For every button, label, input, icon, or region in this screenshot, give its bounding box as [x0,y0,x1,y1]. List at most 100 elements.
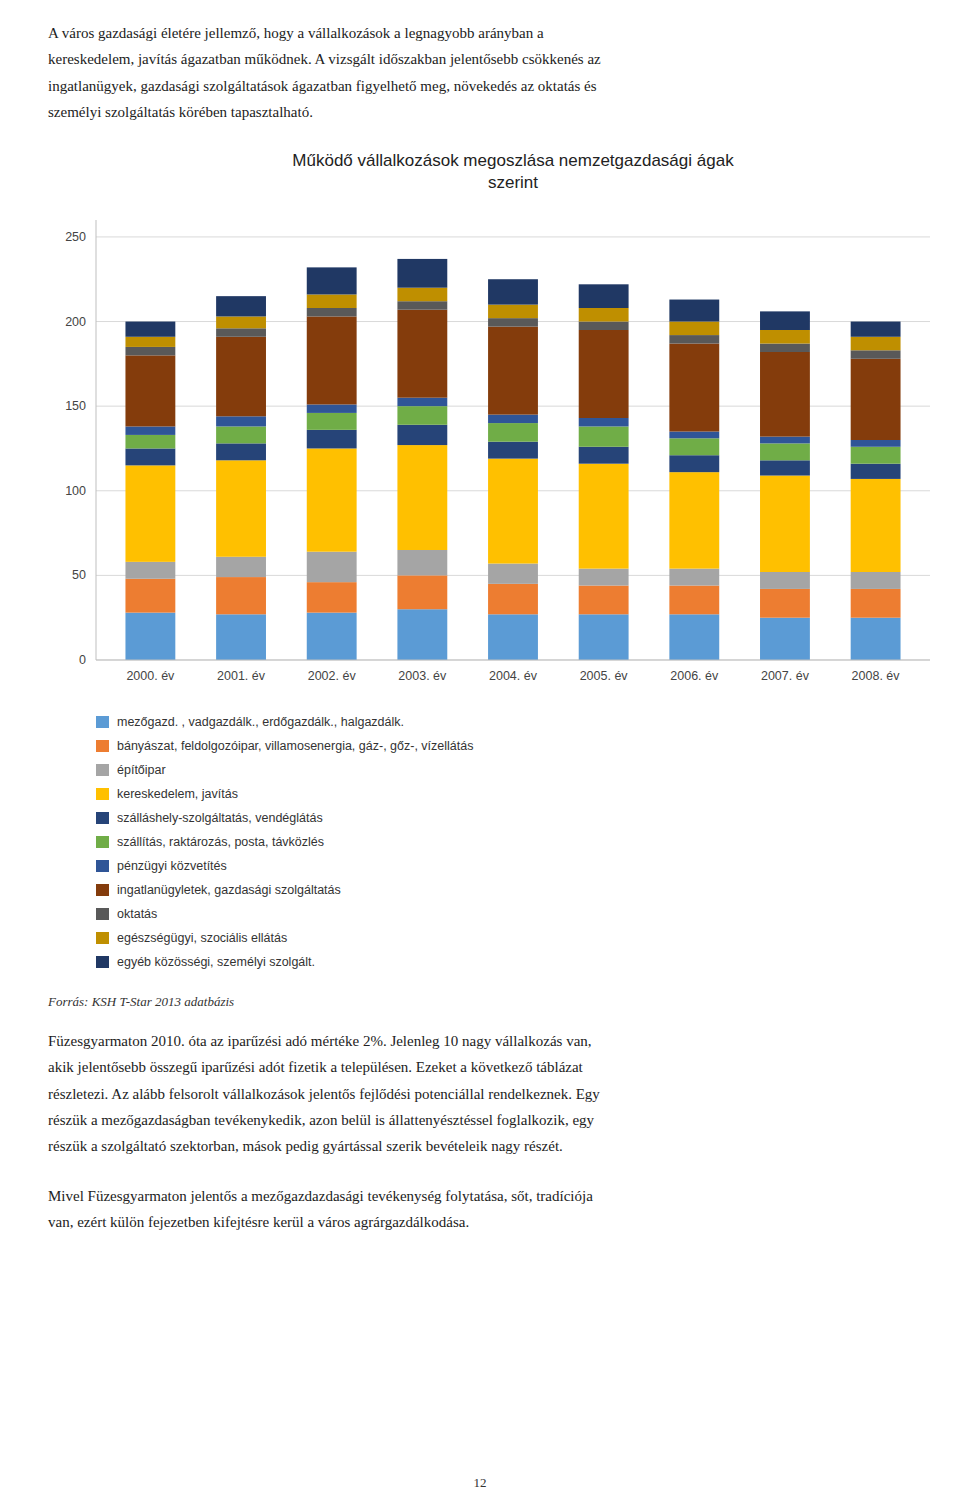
grid-line [96,660,930,661]
bar-segment [216,337,266,417]
bar-segment [216,328,266,336]
legend: mezőgazd. , vadgazdálk., erdőgazdálk., h… [96,710,916,974]
bar-segment [488,415,538,423]
bar-segment [669,586,719,615]
bar-segment [851,447,901,464]
bar-segment [488,318,538,326]
legend-item: kereskedelem, javítás [96,782,916,806]
bar-segment [216,460,266,556]
bar-segment [397,288,447,302]
y-axis-line [96,220,97,660]
bar-segment [851,337,901,351]
legend-item: pénzügyi közvetítés [96,854,916,878]
y-tick-label: 100 [65,484,86,498]
bar-segment [488,614,538,660]
bar-segment [397,406,447,425]
paragraph: A város gazdasági életére jellemző, hogy… [48,20,912,125]
bar-segment [307,552,357,582]
legend-swatch [96,884,109,896]
bar-segment [851,479,901,572]
bar-segment [579,464,629,569]
bar-segment [307,404,357,412]
bar-segment [216,443,266,460]
legend-label: szállítás, raktározás, posta, távközlés [117,835,324,849]
y-tick-label: 50 [72,568,86,582]
page: A város gazdasági életére jellemző, hogy… [0,0,960,1509]
legend-swatch [96,812,109,824]
legend-item: egészségügyi, szociális ellátás [96,926,916,950]
chart: Működő vállalkozások megoszlása nemzetga… [0,140,960,700]
legend-label: kereskedelem, javítás [117,787,238,801]
bar-segment [488,442,538,459]
legend-label: bányászat, feldolgozóipar, villamosenerg… [117,739,473,753]
bar-segment [397,425,447,445]
bar-segment [488,327,538,415]
bar-segment [488,459,538,564]
bars [125,259,900,660]
bar-segment [216,416,266,426]
bar-segment [669,344,719,432]
x-tick-label: 2000. év [126,669,175,683]
x-tick-label: 2002. év [308,669,357,683]
bar-segment [851,618,901,660]
y-tick-label: 150 [65,399,86,413]
bar-segment [125,579,175,613]
bar-segment [669,300,719,322]
bar-segment [397,310,447,398]
bar-segment [125,426,175,434]
paragraph: Füzesgyarmaton 2010. óta az iparűzési ad… [48,1028,912,1159]
legend-item: oktatás [96,902,916,926]
bar-segment [397,301,447,309]
legend-item: szálláshely-szolgáltatás, vendéglátás [96,806,916,830]
bar-segment [579,418,629,426]
bar-segment [851,350,901,358]
bar-segment [216,316,266,328]
legend-item: ingatlanügyletek, gazdasági szolgáltatás [96,878,916,902]
bar-segment [760,330,810,344]
bar-segment [669,335,719,343]
legend-item: bányászat, feldolgozóipar, villamosenerg… [96,734,916,758]
legend-swatch [96,956,109,968]
bar-segment [125,435,175,449]
bar-segment [397,259,447,288]
bar-segment [397,575,447,609]
bar-segment [669,614,719,660]
bar-segment [579,426,629,446]
bar-segment [125,337,175,347]
bar-segment [397,609,447,660]
bar-segment [307,613,357,660]
grid-line [96,236,930,237]
title-line: Működő vállalkozások megoszlása nemzetga… [292,151,734,170]
bar-segment [488,584,538,614]
bar-segment [760,311,810,330]
x-tick-label: 2003. év [398,669,447,683]
page-number: 12 [0,1475,960,1491]
bar-segment [669,438,719,455]
x-axis-line [96,660,930,661]
legend-swatch [96,788,109,800]
bar-segment [216,557,266,577]
bar-segment [397,398,447,406]
bar-segment [579,284,629,308]
bar-segment [307,582,357,612]
legend-label: egyéb közösségi, személyi szolgált. [117,955,315,969]
bar-segment [669,322,719,336]
bar-segment [307,448,357,551]
bar-segment [579,330,629,418]
legend-label: egészségügyi, szociális ellátás [117,931,287,945]
legend-label: építőipar [117,763,166,777]
bar-segment [579,447,629,464]
legend-swatch [96,836,109,848]
legend-item: építőipar [96,758,916,782]
bar-segment [125,465,175,561]
bar-segment [125,322,175,337]
bar-segment [760,572,810,589]
bar-segment [307,308,357,316]
bar-segment [307,430,357,449]
legend-label: mezőgazd. , vadgazdálk., erdőgazdálk., h… [117,715,404,729]
legend-label: oktatás [117,907,157,921]
legend-label: szálláshely-szolgáltatás, vendéglátás [117,811,323,825]
legend-swatch [96,716,109,728]
legend-item: mezőgazd. , vadgazdálk., erdőgazdálk., h… [96,710,916,734]
bar-segment [579,614,629,660]
